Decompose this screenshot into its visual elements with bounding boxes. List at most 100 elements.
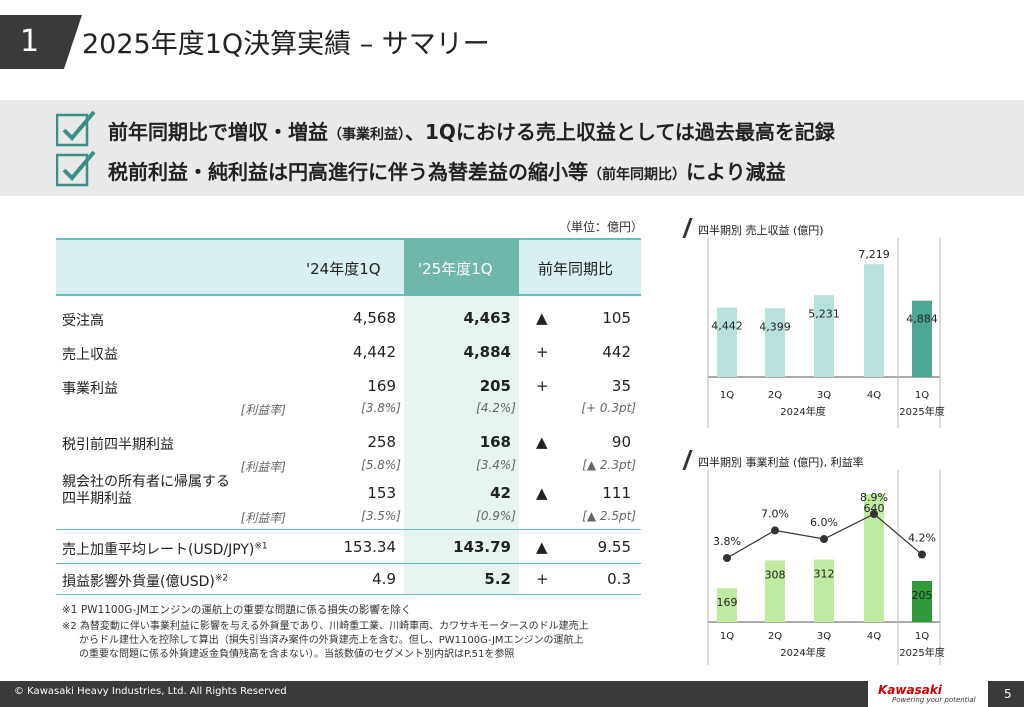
logo-box bbox=[868, 681, 988, 707]
profit-chart: 169 1Q 308 2Q 312 3Q 640 4Q 205 1Q 3.8% 7.0% 6.0% 8.9… bbox=[707, 470, 945, 665]
footnote-1: ※1 PW1100G-JMエンジンの運航上の重要な問題に係る損失の影響を除く bbox=[62, 604, 412, 616]
footnote-ref: ※2 bbox=[214, 573, 229, 584]
data-label: 4,399 bbox=[759, 320, 791, 333]
data-label: 7,219 bbox=[858, 248, 890, 261]
footnote-2-line3: の重要な問題に係る外貨建返金負債残高を含まない）。当該数値のセグメント別内訳はP… bbox=[79, 649, 515, 660]
margin-label: [利益率] bbox=[240, 460, 286, 474]
margin-label: 3.8% bbox=[713, 535, 741, 548]
chart2-title: 四半期別 事業利益 (億円), 利益率 bbox=[698, 456, 864, 469]
row-label: 受注高 bbox=[62, 313, 104, 329]
value-24: 169 bbox=[367, 377, 396, 395]
summary-line1-note: （事業利益） bbox=[328, 127, 405, 143]
diff-sign: + bbox=[536, 377, 549, 395]
value-25: 4,463 bbox=[463, 309, 511, 327]
footnote-2: ※2 為替変動に伴い事業利益に影響を与える外貨量であり、川崎重工業、川崎車両、カ… bbox=[62, 620, 589, 662]
bar bbox=[765, 560, 785, 622]
footer-bar bbox=[0, 681, 1024, 707]
summary-line1-text: 前年同期比で増収・増益 bbox=[108, 120, 328, 144]
margin-25: [4.2%] bbox=[476, 401, 516, 415]
value-24: 4,568 bbox=[353, 309, 396, 327]
data-label: 312 bbox=[814, 568, 835, 581]
tick-label: 2Q bbox=[768, 631, 782, 642]
value-25: 5.2 bbox=[484, 570, 511, 588]
data-label: 205 bbox=[912, 589, 933, 602]
value-24: 258 bbox=[367, 433, 396, 451]
row-label-multiline: 親会社の所有者に帰属する 四半期利益 bbox=[62, 474, 230, 508]
margin-point bbox=[918, 550, 926, 559]
bar bbox=[912, 581, 932, 622]
page-title: 2025年度1Q決算実績 – サマリー bbox=[82, 29, 490, 60]
row-label-line1: 親会社の所有者に帰属する bbox=[62, 474, 230, 490]
tick-label: 1Q bbox=[915, 631, 929, 642]
diff-sign: ▲ bbox=[536, 309, 548, 327]
diff-value: 9.55 bbox=[597, 538, 631, 556]
margin-25: [0.9%] bbox=[476, 509, 516, 523]
row-label-line2: 四半期利益 bbox=[62, 491, 132, 507]
diff-value: 442 bbox=[602, 343, 631, 361]
margin-label: 6.0% bbox=[810, 516, 838, 529]
data-label: 640 bbox=[864, 502, 885, 515]
tick-label: 1Q bbox=[915, 390, 929, 401]
tick-label: 3Q bbox=[817, 390, 831, 401]
results-table: '24年度1Q '25年度1Q 前年同期比 受注高 4,568 4,463 ▲ … bbox=[56, 238, 641, 595]
margin-diff: [▲ 2.5pt] bbox=[582, 509, 636, 523]
diff-sign: ▲ bbox=[536, 484, 548, 502]
bar bbox=[717, 307, 737, 377]
margin-point bbox=[820, 535, 828, 544]
margin-24: [5.8%] bbox=[361, 458, 401, 472]
bar bbox=[864, 264, 884, 377]
group-label: 2025年度 bbox=[899, 646, 944, 659]
tick-label: 4Q bbox=[867, 390, 881, 401]
margin-label: 8.9% bbox=[860, 491, 888, 504]
summary-line2-note: （前年同期比） bbox=[588, 167, 686, 183]
row-label: 税引前四半期利益 bbox=[62, 437, 174, 453]
table-header bbox=[56, 238, 641, 296]
data-label: 308 bbox=[765, 568, 786, 581]
value-25: 205 bbox=[479, 377, 511, 395]
value-25: 143.79 bbox=[453, 538, 511, 556]
col-header-24: '24年度1Q bbox=[306, 260, 381, 278]
bar bbox=[912, 300, 932, 377]
tick-label: 1Q bbox=[720, 631, 734, 642]
row-label-text: 損益影響外貨量(億USD) bbox=[62, 574, 215, 590]
value-24: 4,442 bbox=[353, 343, 396, 361]
value-25: 42 bbox=[490, 484, 511, 502]
data-label: 169 bbox=[717, 596, 738, 609]
section-number: 1 bbox=[0, 15, 82, 69]
chart1-title-mark bbox=[682, 218, 693, 238]
footnote-2-line1: ※2 為替変動に伴い事業利益に影響を与える外貨量であり、川崎重工業、川崎車両、カ… bbox=[62, 621, 589, 632]
chart2-title-mark bbox=[682, 450, 693, 470]
bar bbox=[765, 308, 785, 377]
margin-point bbox=[870, 510, 878, 518]
diff-sign: ▲ bbox=[536, 538, 548, 556]
tick-label: 2Q bbox=[768, 390, 782, 401]
group-label: 2024年度 bbox=[780, 405, 825, 418]
diff-sign: + bbox=[536, 343, 549, 361]
footnote-2-line2: からドル建仕入を控除して算出（損失引当済み案件の外貨建売上を含む。但し、PW11… bbox=[79, 635, 584, 646]
highlight-header bbox=[404, 238, 519, 296]
diff-value: 111 bbox=[602, 484, 631, 502]
col-header-diff: 前年同期比 bbox=[538, 260, 614, 278]
group-label: 2025年度 bbox=[899, 405, 944, 418]
kawasaki-logo: Kawasaki bbox=[878, 683, 942, 697]
unit-label: （単位：億円） bbox=[559, 220, 644, 234]
table-bottom-border bbox=[56, 594, 641, 595]
diff-value: 35 bbox=[611, 377, 631, 395]
summary-line-2: 税前利益・純利益は円高進行に伴う為替差益の縮小等（前年同期比）により減益 bbox=[108, 156, 786, 185]
value-24: 4.9 bbox=[372, 570, 396, 588]
summary-band: 前年同期比で増収・増益（事業利益）、1Qにおける売上収益としては過去最高を記録 … bbox=[0, 100, 1024, 196]
value-24: 153.34 bbox=[343, 538, 397, 556]
row-label-text: 売上加重平均レート(USD/JPY) bbox=[62, 542, 255, 558]
summary-line-1: 前年同期比で増収・増益（事業利益）、1Qにおける売上収益としては過去最高を記録 bbox=[108, 116, 835, 145]
revenue-chart: 4,442 1Q 4,399 2Q 5,231 3Q 7,219 4Q 4,884 1Q 2024年… bbox=[707, 238, 945, 428]
margin-point bbox=[723, 554, 731, 562]
summary-line2-text2: により減益 bbox=[686, 160, 786, 184]
bar bbox=[717, 588, 737, 622]
data-label: 5,231 bbox=[808, 307, 840, 320]
copyright: © Kawasaki Heavy Industries, Ltd. All Ri… bbox=[14, 686, 287, 697]
diff-value: 0.3 bbox=[607, 570, 631, 588]
slogan: Powering your potential bbox=[892, 696, 976, 704]
check-icon bbox=[56, 110, 96, 147]
highlight-column bbox=[404, 238, 519, 594]
margin-diff: [+ 0.3pt] bbox=[581, 401, 636, 415]
